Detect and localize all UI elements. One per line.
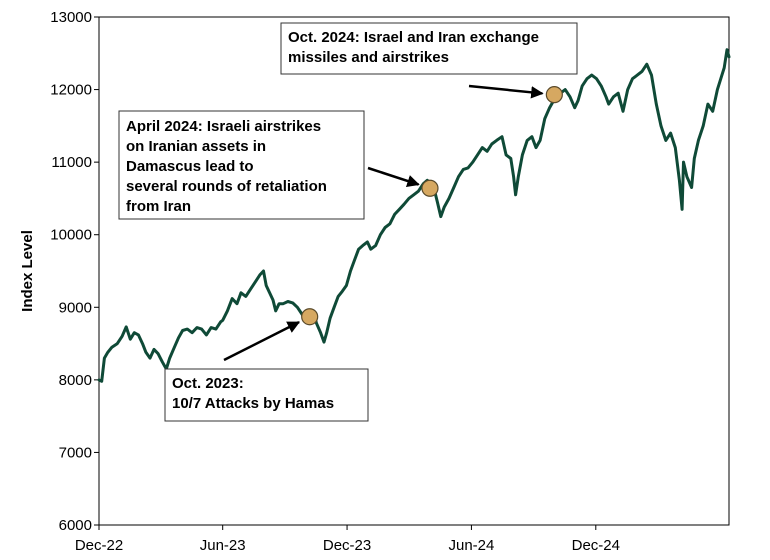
- plot-frame: [98, 16, 730, 526]
- annotation-arrow: [367, 166, 420, 187]
- event-marker: [301, 308, 319, 326]
- annotation-text-line: missiles and airstrikes: [288, 49, 449, 66]
- x-tick-label: Dec-24: [572, 537, 620, 554]
- annotation-layer: Oct. 2023: 10/7 Attacks by Hamas April 202…: [118, 22, 578, 422]
- series-line: [97, 48, 731, 383]
- y-tick-label: 8000: [59, 372, 92, 389]
- annotation-text-line: from Iran: [126, 198, 191, 215]
- x-tick-label: Jun-24: [448, 537, 494, 554]
- annotation-apr2024: April 2024: Israeli airstrikes on Iranian…: [118, 110, 439, 220]
- y-axis-title: Index Level: [19, 230, 36, 312]
- y-tick-label: 10000: [50, 227, 92, 244]
- annotation-box: [118, 110, 365, 220]
- y-tick-label: 7000: [59, 444, 92, 461]
- annotation-oct2024: Oct. 2024: Israel and Iran exchange missi…: [280, 22, 578, 104]
- series-layer: [97, 48, 731, 383]
- annotation-box: [280, 22, 578, 75]
- annotation-arrow: [223, 321, 301, 362]
- event-marker: [545, 86, 563, 104]
- x-tick-label: Jun-23: [200, 537, 246, 554]
- axes: 6000 7000 8000 9000 10000 11000 12000 13000 Dec-…: [50, 9, 730, 554]
- annotation-text-line: 10/7 Attacks by Hamas: [172, 395, 334, 412]
- annotation-text-line: Damascus lead to: [126, 158, 254, 175]
- y-tick-label: 13000: [50, 9, 92, 26]
- annotation-text-line: April 2024: Israeli airstrikes: [126, 118, 321, 135]
- annotation-text-line: Oct. 2023:: [172, 375, 244, 392]
- annotation-oct2023: Oct. 2023: 10/7 Attacks by Hamas: [164, 308, 369, 422]
- annotation-text-line: on Iranian assets in: [126, 138, 266, 155]
- event-marker: [421, 179, 439, 197]
- y-tick-label: 9000: [59, 299, 92, 316]
- annotation-box: [164, 368, 369, 422]
- annotation-text-line: several rounds of retaliation: [126, 178, 327, 195]
- y-tick-label: 12000: [50, 82, 92, 99]
- x-tick-label: Dec-23: [323, 537, 371, 554]
- x-tick-label: Dec-22: [75, 537, 123, 554]
- y-tick-label: 6000: [59, 517, 92, 534]
- annotation-arrow: [468, 84, 544, 99]
- annotation-text-line: Oct. 2024: Israel and Iran exchange: [288, 29, 539, 46]
- y-tick-label: 11000: [51, 154, 92, 171]
